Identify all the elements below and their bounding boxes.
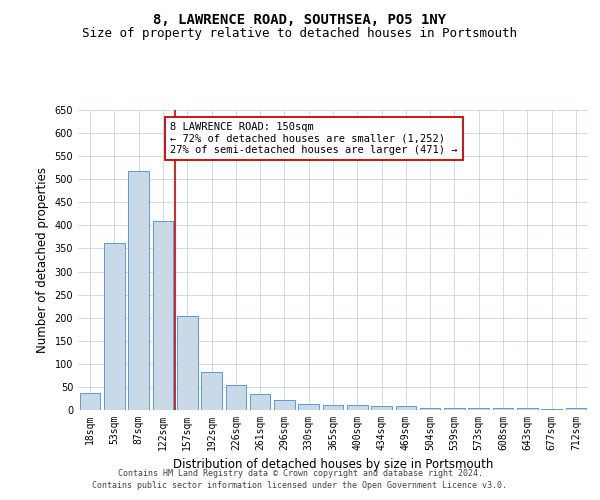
Bar: [152, 221, 173, 410]
Bar: [444, 408, 465, 410]
Bar: [250, 394, 271, 410]
Bar: [347, 406, 368, 410]
Text: Size of property relative to detached houses in Portsmouth: Size of property relative to detached ho…: [83, 28, 517, 40]
Bar: [420, 408, 440, 410]
Bar: [298, 404, 319, 410]
Bar: [104, 243, 125, 410]
Bar: [395, 406, 416, 410]
Text: 8 LAWRENCE ROAD: 150sqm
← 72% of detached houses are smaller (1,252)
27% of semi: 8 LAWRENCE ROAD: 150sqm ← 72% of detache…: [170, 122, 457, 155]
Bar: [469, 408, 489, 410]
Bar: [80, 393, 100, 410]
Bar: [128, 172, 149, 410]
X-axis label: Distribution of detached houses by size in Portsmouth: Distribution of detached houses by size …: [173, 458, 493, 471]
Bar: [517, 408, 538, 410]
Y-axis label: Number of detached properties: Number of detached properties: [36, 167, 49, 353]
Bar: [274, 400, 295, 410]
Bar: [201, 372, 222, 410]
Text: 8, LAWRENCE ROAD, SOUTHSEA, PO5 1NY: 8, LAWRENCE ROAD, SOUTHSEA, PO5 1NY: [154, 12, 446, 26]
Text: Contains HM Land Registry data © Crown copyright and database right 2024.: Contains HM Land Registry data © Crown c…: [118, 468, 482, 477]
Bar: [323, 406, 343, 410]
Bar: [541, 409, 562, 410]
Bar: [566, 408, 586, 410]
Bar: [371, 406, 392, 410]
Bar: [226, 384, 246, 410]
Bar: [177, 316, 197, 410]
Text: Contains public sector information licensed under the Open Government Licence v3: Contains public sector information licen…: [92, 481, 508, 490]
Bar: [493, 408, 514, 410]
